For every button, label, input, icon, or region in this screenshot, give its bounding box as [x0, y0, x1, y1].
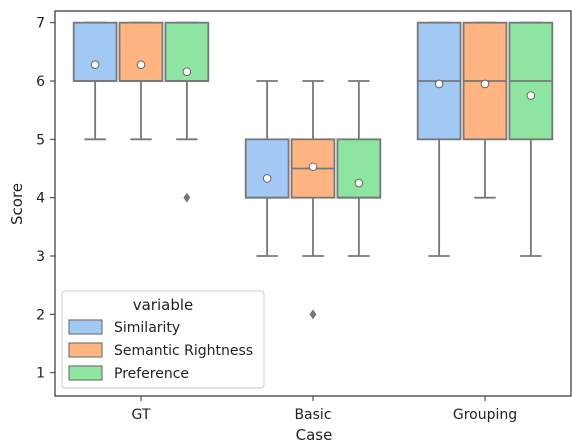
- box-similarity-grouping: [416, 21, 462, 257]
- y-tick-label: 7: [36, 16, 45, 32]
- y-tick-label: 2: [36, 307, 45, 323]
- y-axis: 1 2 3 4 5 6 7: [36, 16, 55, 382]
- box-semantic-rightness-basic: [290, 80, 336, 320]
- legend-label: Preference: [114, 366, 189, 382]
- box-iqr: [72, 21, 118, 82]
- x-axis: GT Basic Grouping: [132, 396, 517, 423]
- legend-entries: Similarity Semantic Rightness Preference: [68, 319, 253, 382]
- box-semantic-rightness-grouping: [462, 21, 508, 199]
- mean-marker: [262, 174, 272, 183]
- y-tick-label: 3: [36, 249, 45, 265]
- x-axis-title: Case: [296, 426, 333, 444]
- x-tick-label: Grouping: [453, 407, 517, 423]
- mean-marker: [480, 79, 490, 89]
- legend-swatch: [68, 365, 103, 381]
- legend-swatch: [68, 342, 103, 358]
- legend-title: variable: [133, 296, 194, 314]
- y-tick-label: 5: [36, 132, 45, 148]
- box-semantic-rightness-gt: [118, 21, 164, 141]
- mean-marker: [526, 91, 536, 100]
- x-tick-label: Basic: [294, 407, 331, 423]
- box-iqr: [118, 21, 164, 82]
- box-preference-grouping: [508, 21, 554, 257]
- legend: variable Similarity Semantic Rightness Pre…: [61, 290, 265, 389]
- box-iqr: [336, 138, 382, 199]
- box-iqr: [244, 138, 290, 199]
- mean-marker: [434, 79, 444, 89]
- plot-area: [54, 10, 572, 397]
- x-tick-label: GT: [132, 407, 151, 423]
- legend-label: Semantic Rightness: [114, 343, 253, 359]
- y-tick-label: 1: [36, 366, 45, 382]
- y-tick-label: 4: [36, 191, 45, 207]
- mean-marker: [182, 67, 192, 76]
- box-preference-gt: [164, 21, 210, 203]
- outlier-marker: [309, 309, 317, 320]
- legend-label: Similarity: [114, 320, 180, 336]
- box-preference-basic: [336, 80, 382, 257]
- box-similarity-gt: [72, 21, 118, 141]
- legend-frame: [61, 290, 265, 389]
- mean-marker: [308, 162, 318, 172]
- legend-swatch: [68, 319, 103, 335]
- box-similarity-basic: [244, 80, 290, 257]
- mean-marker: [90, 60, 100, 69]
- mean-marker: [136, 60, 146, 69]
- y-axis-title: Score: [8, 183, 26, 225]
- y-tick-label: 6: [36, 74, 45, 90]
- outlier-marker: [183, 192, 191, 203]
- mean-marker: [354, 178, 364, 188]
